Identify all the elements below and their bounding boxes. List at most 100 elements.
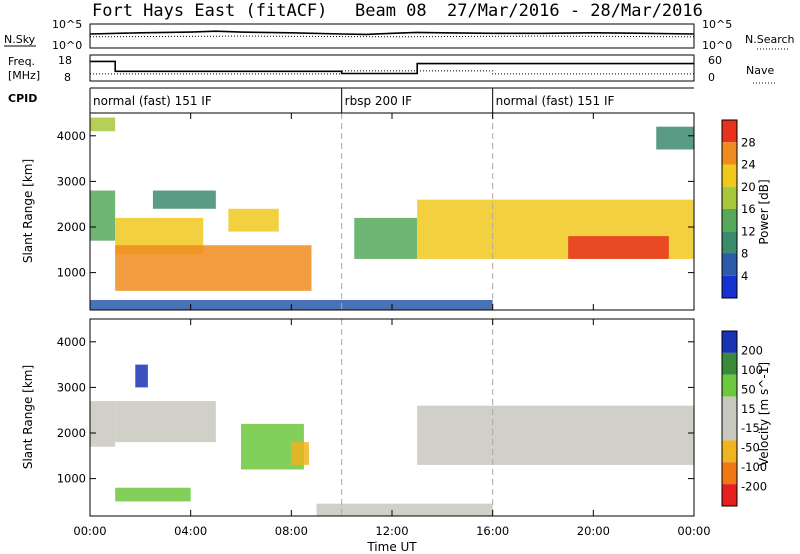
noise-line-nsearch: [89, 35, 695, 38]
freq-series: [90, 60, 694, 75]
colorbar-swatch: [722, 418, 737, 441]
range-tick-label: 4000: [57, 129, 86, 143]
time-tick-label: 04:00: [174, 524, 207, 538]
freq-label: Freq.: [8, 55, 35, 68]
cpid-label: CPID: [8, 92, 37, 105]
time-axis-label: Time UT: [366, 540, 417, 554]
time-axis: 00:00 04:00 08:00 12:00 16:00 20:00 00:00: [73, 113, 711, 538]
heatmap-cell: [316, 503, 493, 516]
range-tick-label: 2000: [57, 220, 86, 234]
range-tick-label: 4000: [57, 335, 86, 349]
heatmap-cell: [354, 217, 418, 259]
radar-title: Fort Hays East (fitACF): [92, 1, 327, 21]
range-tick-label: 3000: [57, 380, 86, 394]
colorbar-tick-label: 50: [741, 382, 756, 396]
noise-panel: N.Sky 10^5 10^0 10^5 10^0 N.Search: [4, 18, 795, 52]
noise-tick-high-right: 10^5: [702, 18, 732, 31]
nave-tick-high: 60: [708, 54, 722, 67]
cpid-segments: normal (fast) 151 IF rbsp 200 IF normal (f…: [89, 88, 615, 113]
velocity-colorbar-label: Velocity [m s^-1]: [757, 362, 771, 466]
date-range: 27/Mar/2016 - 28/Mar/2016: [447, 1, 703, 21]
range-tick-label: 2000: [57, 426, 86, 440]
freq-line: [90, 60, 694, 75]
noise-panel-frame: [89, 23, 695, 49]
heatmap-cell: [90, 401, 116, 447]
power-panel: 1000 2000 3000 4000 Slant Range [km] 4 8 12 16…: [21, 112, 771, 311]
heatmap-cell: [115, 245, 312, 291]
colorbar-tick-label: 8: [741, 247, 748, 261]
time-tick-label: 08:00: [275, 524, 308, 538]
colorbar-tick-label: 100: [741, 363, 763, 377]
noise-line-nsky: [89, 30, 695, 36]
noise-tick-low-right: 10^0: [702, 39, 732, 52]
power-colorbar-label: Power [dB]: [757, 179, 771, 244]
colorbar-tick-label: 16: [741, 202, 756, 216]
range-tick-label: 1000: [57, 472, 86, 486]
colorbar-tick-label: 15: [741, 402, 756, 416]
nsearch-label: N.Search: [745, 33, 795, 46]
freq-unit-label: [MHz]: [8, 69, 40, 82]
colorbar-swatch: [722, 209, 737, 232]
heatmap-cell: [115, 401, 216, 443]
nave-label: Nave: [746, 64, 774, 77]
colorbar-frame: [721, 330, 738, 507]
cpid-mode-label: normal (fast) 151 IF: [496, 94, 615, 108]
colorbar-swatch: [722, 484, 737, 506]
velocity-yaxis: 1000 2000 3000 4000: [57, 335, 694, 486]
colorbar-swatch: [722, 374, 737, 397]
noise-tick-high-left: 10^5: [52, 18, 82, 31]
colorbar-swatch: [722, 120, 737, 143]
time-tick-label: 00:00: [677, 524, 710, 538]
colorbar-swatch: [722, 352, 737, 375]
time-tick-label: 16:00: [476, 524, 509, 538]
colorbar-swatch: [722, 440, 737, 463]
power-yaxis: 1000 2000 3000 4000: [57, 129, 694, 280]
time-tick-label: 12:00: [375, 524, 408, 538]
colorbar-tick-label: 20: [741, 180, 756, 194]
range-tick-label: 3000: [57, 174, 86, 188]
heatmap-cell: [228, 208, 279, 232]
heatmap-cell: [656, 126, 694, 150]
heatmap-cell: [152, 190, 216, 209]
freq-tick-low: 8: [64, 71, 71, 84]
colorbar-tick-label: -50: [741, 441, 760, 455]
nave-line: [90, 70, 694, 75]
range-tick-label: 1000: [57, 266, 86, 280]
power-heatmap: [90, 113, 694, 310]
heatmap-cell: [135, 364, 148, 388]
noise-series: [89, 30, 695, 38]
freq-tick-high: 18: [58, 54, 72, 67]
velocity-colorbar: -200 -100 -50 -15 15 50 100 200: [721, 330, 767, 507]
time-tick-label: 20:00: [577, 524, 610, 538]
colorbar-frame: [721, 119, 738, 299]
power-ylabel: Slant Range [km]: [21, 159, 35, 263]
nsky-label: N.Sky: [4, 33, 36, 46]
heatmap-cell: [90, 117, 116, 132]
colorbar-swatch: [722, 142, 737, 165]
colorbar-tick-label: 12: [741, 224, 756, 238]
colorbar-swatch: [722, 275, 737, 298]
cpid-mode-label: normal (fast) 151 IF: [93, 94, 212, 108]
colorbar-tick-label: 200: [741, 343, 763, 357]
freq-panel-frame: [89, 54, 695, 82]
time-tick-label: 00:00: [73, 524, 106, 538]
nave-tick-low: 0: [708, 71, 715, 84]
velocity-ylabel: Slant Range [km]: [21, 365, 35, 469]
beam-label: Beam 08: [355, 1, 427, 21]
heatmap-cell: [417, 405, 694, 465]
colorbar-swatch: [722, 331, 737, 353]
colorbar-tick-label: -200: [741, 480, 767, 494]
heatmap-cell: [115, 487, 191, 502]
heatmap-cell: [568, 236, 669, 259]
velocity-panel: 1000 2000 3000 4000 Slant Range [km] -200 -1…: [21, 318, 771, 517]
colorbar-tick-label: 24: [741, 158, 756, 172]
colorbar-swatch: [722, 186, 737, 209]
colorbar-swatch: [722, 164, 737, 187]
colorbar-swatch: [722, 231, 737, 254]
colorbar-tick-label: 4: [741, 269, 748, 283]
colorbar-tick-label: -15: [741, 421, 760, 435]
colorbar-tick-label: -100: [741, 460, 767, 474]
heatmap-cell: [291, 442, 309, 465]
freq-panel: Freq. [MHz] 18 8 60 0 Nave: [8, 54, 776, 84]
